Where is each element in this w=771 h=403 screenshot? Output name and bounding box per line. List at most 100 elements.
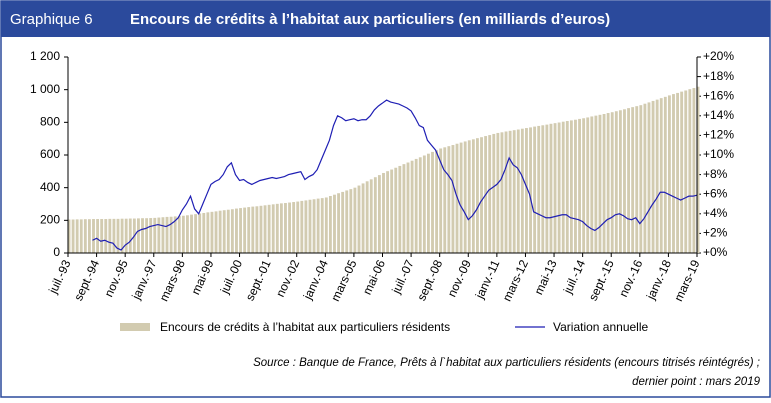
bar [422, 155, 426, 253]
bar [651, 100, 655, 253]
bar [87, 219, 91, 253]
chart-title: Encours de crédits à l’habitat aux parti… [130, 11, 610, 28]
bar [504, 131, 508, 253]
bar [614, 111, 618, 253]
bar [255, 206, 259, 253]
bar [194, 214, 198, 253]
bar [108, 218, 112, 253]
bar [304, 200, 308, 253]
y2-tick-label: +12% [703, 128, 734, 142]
y2-tick-label: +4% [703, 206, 728, 220]
bar [553, 123, 557, 254]
bar [79, 219, 83, 253]
y-tick-label: 800 [40, 115, 60, 129]
bar [447, 146, 451, 253]
bar [341, 191, 345, 253]
bar [459, 142, 463, 253]
bar [471, 139, 475, 253]
bar [439, 148, 443, 253]
bar [300, 200, 304, 253]
bar [312, 199, 316, 253]
bar [206, 212, 210, 253]
bar [186, 215, 189, 253]
y2-tick-label: +20% [703, 49, 734, 63]
bar [492, 133, 496, 253]
y2-tick-label: +0% [703, 245, 728, 259]
bar [161, 217, 165, 253]
bar [480, 137, 483, 253]
y2-tick-label: +14% [703, 108, 734, 122]
bar [598, 114, 602, 253]
bar [292, 202, 296, 253]
bar [684, 90, 688, 253]
bar [243, 207, 247, 253]
bar [324, 197, 328, 253]
bar [271, 204, 275, 253]
bar [618, 110, 622, 253]
bar [496, 132, 500, 253]
bar [263, 205, 267, 253]
bar [659, 98, 663, 253]
bar [516, 129, 520, 253]
bar [631, 107, 635, 253]
bar [288, 202, 291, 253]
y2-tick-label: +16% [703, 88, 734, 102]
bar [365, 181, 369, 253]
bar [692, 88, 696, 254]
bar [353, 187, 357, 253]
bar [410, 160, 414, 253]
bar [594, 115, 598, 254]
bar [508, 130, 512, 253]
y-tick-label: 400 [40, 180, 60, 194]
bar [520, 128, 524, 253]
chart-label: Graphique 6 [10, 11, 93, 28]
header [1, 1, 770, 37]
bar [667, 95, 671, 253]
bar [406, 162, 410, 253]
bar [75, 219, 79, 253]
bar [512, 130, 516, 253]
bar [696, 86, 700, 253]
bar [533, 126, 537, 253]
bar [545, 124, 549, 254]
bar [373, 177, 377, 253]
bar [623, 109, 626, 254]
bar [230, 209, 234, 253]
bar [116, 218, 120, 253]
bar [357, 185, 361, 253]
bar [157, 217, 161, 253]
legend-label: Encours de crédits à l’habitat aux parti… [160, 320, 450, 334]
bar [165, 216, 169, 253]
bar [426, 153, 430, 253]
bar [361, 183, 365, 253]
bar [561, 121, 565, 254]
bar [431, 151, 434, 253]
y-tick-label: 0 [53, 245, 60, 259]
bar [565, 121, 569, 253]
bar [137, 218, 140, 253]
bar [398, 165, 402, 253]
bar [655, 99, 659, 253]
bar [369, 179, 373, 253]
bar [173, 216, 177, 253]
bar [451, 145, 455, 253]
bar [124, 218, 128, 253]
bar [672, 94, 675, 254]
bar [610, 112, 614, 253]
bar [606, 113, 610, 253]
source: Source : Banque de France, Prêts à l`hab… [253, 357, 760, 369]
bar [382, 172, 385, 253]
bar [316, 198, 320, 253]
bar [198, 213, 202, 253]
bar [169, 216, 173, 253]
bar [149, 218, 153, 253]
bar [463, 141, 467, 253]
source: dernier point : mars 2019 [632, 376, 760, 388]
bar [202, 212, 206, 253]
bar [190, 214, 193, 253]
bar [435, 150, 439, 253]
y2-tick-label: +8% [703, 167, 728, 181]
bar [104, 219, 108, 253]
bar [537, 125, 541, 253]
